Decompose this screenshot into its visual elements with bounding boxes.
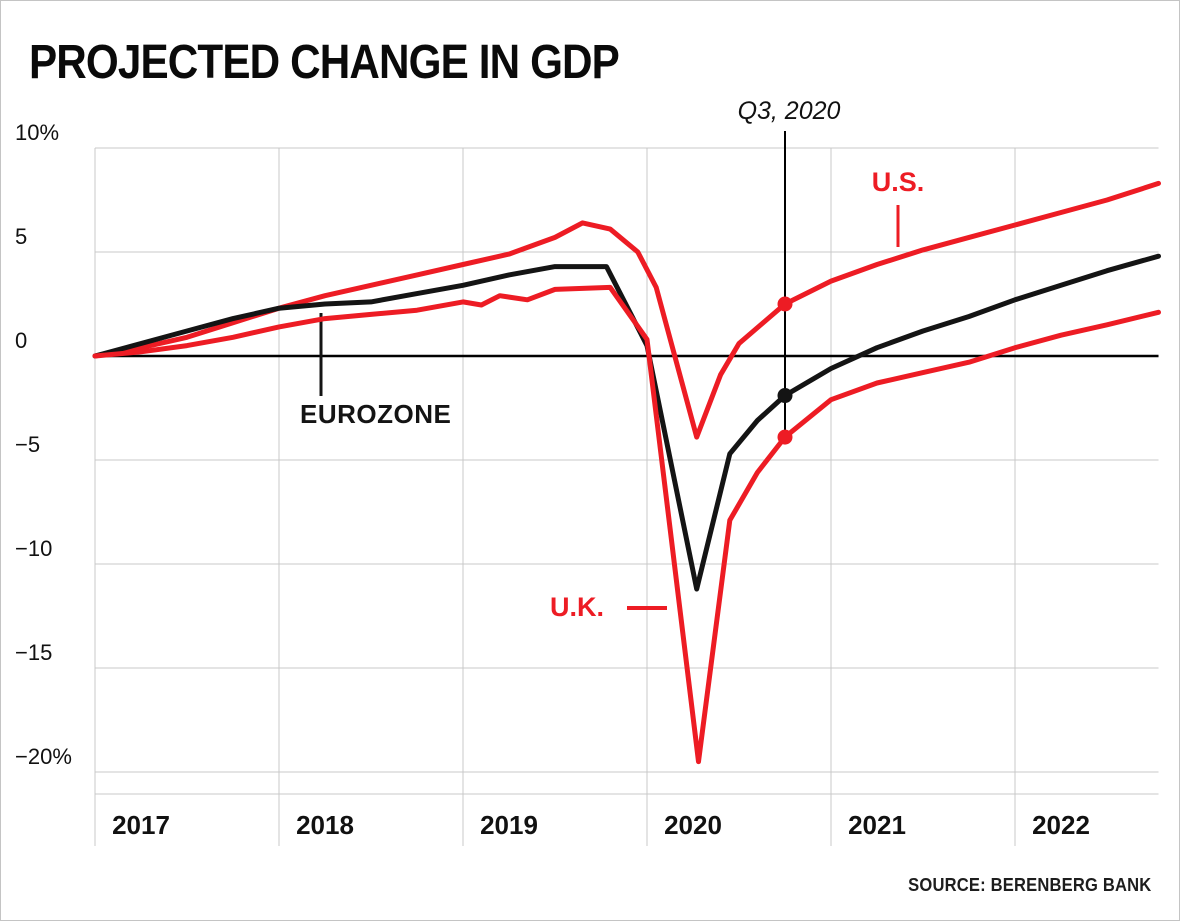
y-axis-tick-label: 0 (15, 328, 27, 353)
x-axis-tick-label: 2017 (112, 810, 170, 840)
annotation-dot-1 (777, 388, 793, 404)
series-label-eurozone: EUROZONE (300, 399, 452, 429)
series-line-us (92, 180, 1161, 440)
series-line-eurozone (92, 253, 1161, 592)
x-axis-tick-label: 2021 (848, 810, 906, 840)
page-title: PROJECTED CHANGE IN GDP (29, 36, 620, 89)
source-credit: SOURCE: BERENBERG BANK (907, 875, 1151, 895)
series-label-us: U.S. (871, 167, 925, 197)
annotation-q3-2020-label: Q3, 2020 (737, 97, 841, 125)
annotation-dot-2 (777, 429, 793, 445)
x-axis-tick-label: 2019 (480, 810, 538, 840)
y-axis-tick-label: −20% (15, 744, 72, 769)
series-label-uk: U.K. (550, 592, 604, 622)
x-axis-tick-label: 2022 (1032, 810, 1090, 840)
annotation-dot-0 (777, 296, 793, 312)
y-axis-tick-label: 5 (15, 224, 27, 249)
x-axis-tick-label: 2020 (664, 810, 722, 840)
y-axis-tick-label: −5 (15, 432, 40, 457)
series-line-uk (92, 284, 1161, 765)
y-axis-tick-label: −10 (15, 536, 52, 561)
x-axis-tick-label: 2018 (296, 810, 354, 840)
y-axis-tick-label: −15 (15, 640, 52, 665)
y-axis-tick-label: 10% (15, 120, 59, 145)
